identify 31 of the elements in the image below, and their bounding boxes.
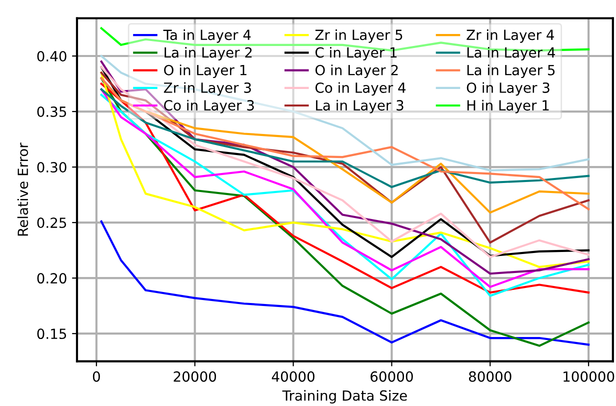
legend-label: Zr in Layer 5 [315, 29, 402, 43]
line-series [100, 220, 590, 346]
legend-label: O in Layer 1 [164, 64, 246, 78]
x-tick-label: 20000 [174, 371, 216, 382]
y-tick-label: 0.25 [37, 218, 66, 228]
x-tick-label: 100000 [564, 371, 614, 382]
legend-label: Zr in Layer 4 [466, 29, 554, 43]
legend-label: La in Layer 5 [467, 64, 555, 78]
y-tick-label: 0.15 [37, 328, 66, 340]
legend-label: H in Layer 1 [467, 100, 549, 114]
y-tick-label: 0.20 [37, 273, 66, 284]
line-series [100, 77, 590, 347]
legend-label: Co in Layer 3 [164, 100, 254, 114]
legend-label: O in Layer 2 [315, 64, 398, 78]
y-tick-label: 0.30 [37, 162, 66, 173]
legend-label: O in Layer 3 [466, 82, 550, 96]
y-tick-label: 0.40 [37, 50, 66, 62]
x-tick-label: 0 [92, 371, 100, 382]
legend-label: La in Layer 3 [316, 100, 404, 114]
y-axis-title: Relative Error [17, 142, 28, 236]
y-tick-label: 0.35 [37, 106, 66, 118]
legend-label: C in Layer 1 [315, 46, 397, 60]
x-axis-title: Training Data Size [282, 390, 407, 404]
legend-label: Co in Layer 4 [315, 82, 406, 96]
x-tick-label: 60000 [370, 371, 413, 382]
legend-label: La in Layer 2 [164, 46, 252, 60]
legend-label: La in Layer 4 [467, 46, 556, 60]
legend-label: Zr in Layer 3 [164, 82, 251, 96]
legend-label: Ta in Layer 4 [163, 29, 251, 43]
x-tick-label: 80000 [468, 371, 512, 382]
x-tick-label: 40000 [272, 371, 314, 382]
